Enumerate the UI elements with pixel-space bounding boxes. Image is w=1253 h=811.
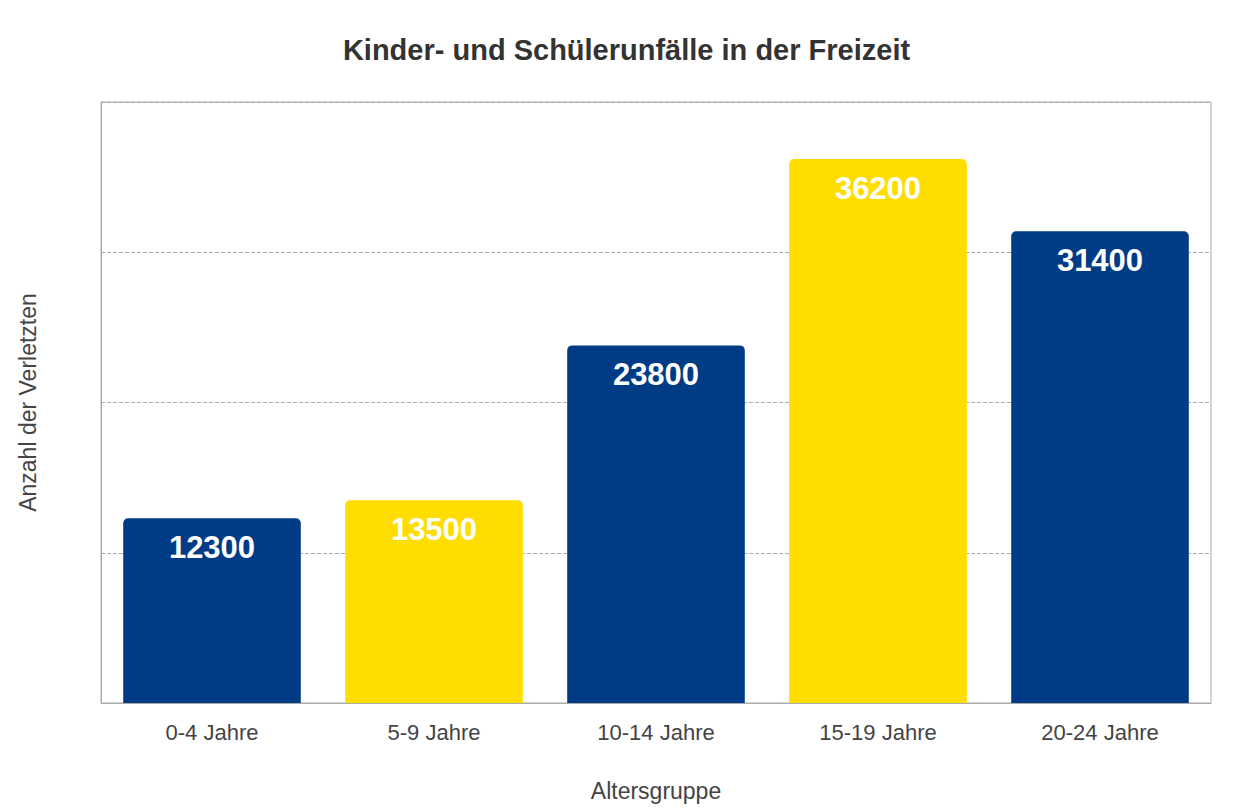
svg-text:10-14 Jahre: 10-14 Jahre bbox=[597, 720, 714, 745]
svg-text:36200: 36200 bbox=[835, 171, 921, 206]
svg-text:15-19 Jahre: 15-19 Jahre bbox=[819, 720, 936, 745]
svg-text:23800: 23800 bbox=[613, 357, 699, 392]
svg-text:5-9 Jahre: 5-9 Jahre bbox=[388, 720, 481, 745]
svg-text:20-24 Jahre: 20-24 Jahre bbox=[1041, 720, 1158, 745]
svg-text:13500: 13500 bbox=[391, 512, 477, 547]
svg-text:0-4 Jahre: 0-4 Jahre bbox=[166, 720, 259, 745]
svg-text:31400: 31400 bbox=[1057, 243, 1143, 278]
svg-text:Altersgruppe: Altersgruppe bbox=[591, 778, 721, 804]
svg-text:Anzahl der Verletzten: Anzahl der Verletzten bbox=[15, 293, 41, 512]
svg-text:12300: 12300 bbox=[169, 530, 255, 565]
svg-text:Kinder- und Schülerunfälle in: Kinder- und Schülerunfälle in der Freize… bbox=[343, 34, 911, 66]
